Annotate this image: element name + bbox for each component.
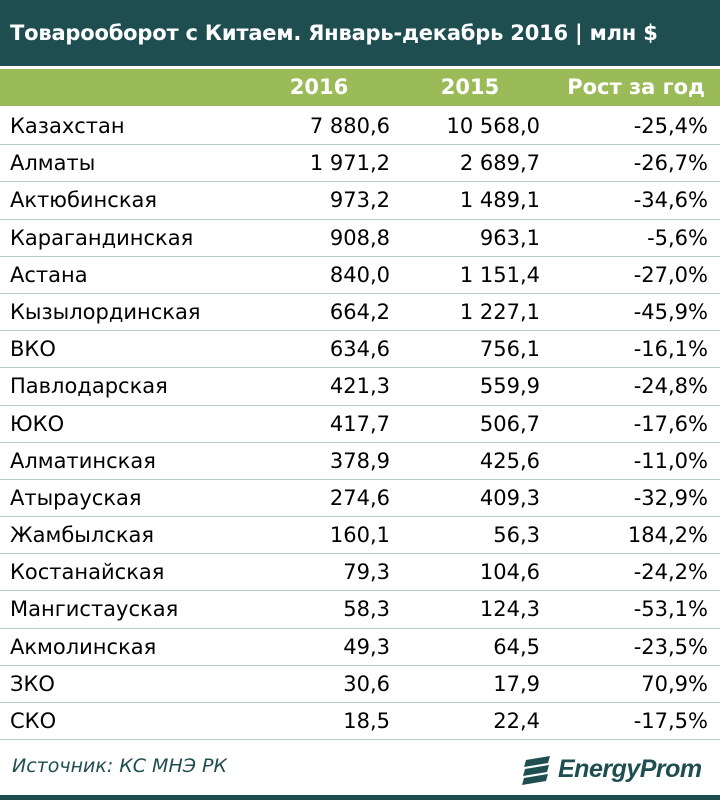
column-header-2016: 2016 <box>289 75 349 99</box>
cell-2015: 22,4 <box>493 709 540 733</box>
table-row: Алматинская 378,9 425,6 -11,0% <box>0 443 720 480</box>
table-row: Карагандинская 908,8 963,1 -5,6% <box>0 220 720 257</box>
cell-2015: 425,6 <box>479 448 540 473</box>
table-row: Атырауская 274,6 409,3 -32,9% <box>0 480 720 518</box>
cell-region: Алматинская <box>10 448 156 473</box>
column-header-row: 2016 2015 Рост за год <box>0 69 720 106</box>
cell-2016: 79,3 <box>343 560 390 585</box>
cell-growth: -25,4% <box>633 114 708 138</box>
table-row: Акмолинская 49,3 64,5 -23,5% <box>0 629 720 666</box>
cell-region: Алматы <box>10 151 96 176</box>
cell-growth: -17,6% <box>633 411 708 436</box>
cell-2016: 1 971,2 <box>309 151 390 176</box>
cell-2015: 2 689,7 <box>459 151 540 176</box>
table-body: Казахстан 7 880,6 10 568,0 -25,4% Алматы 1 97… <box>0 108 720 741</box>
cell-2015: 1 227,1 <box>459 299 540 324</box>
cell-region: Актюбинская <box>10 188 158 213</box>
cell-2016: 30,6 <box>343 671 390 696</box>
cell-growth: -24,8% <box>633 374 708 399</box>
cell-region: Карагандинская <box>10 225 194 250</box>
cell-growth: -32,9% <box>633 485 708 510</box>
cell-region: ЮКО <box>10 411 65 436</box>
table-row: ЗКО 30,6 17,9 70,9% <box>0 666 720 703</box>
source-note: Источник: КС МНЭ РК <box>12 755 227 777</box>
cell-2016: 378,9 <box>329 448 390 473</box>
cell-growth: -16,1% <box>633 337 708 362</box>
bottom-bar <box>0 795 720 800</box>
energyprom-logo: EnergyProm <box>520 749 702 789</box>
cell-2015: 1 489,1 <box>459 188 540 213</box>
cell-2015: 64,5 <box>493 634 540 659</box>
cell-2015: 506,7 <box>479 411 540 436</box>
table-row: Кызылординская 664,2 1 227,1 -45,9% <box>0 294 720 332</box>
cell-2016: 417,7 <box>329 411 390 436</box>
cell-2016: 634,6 <box>329 337 390 362</box>
cell-region: Казахстан <box>10 114 125 138</box>
cell-growth: -27,0% <box>633 262 708 287</box>
cell-2015: 409,3 <box>479 485 540 510</box>
cell-2016: 421,3 <box>329 374 390 399</box>
cell-region: Астана <box>10 262 88 287</box>
table-row: Павлодарская 421,3 559,9 -24,8% <box>0 368 720 406</box>
cell-region: Павлодарская <box>10 374 168 399</box>
cell-growth: -24,2% <box>633 560 708 585</box>
cell-growth: 184,2% <box>627 523 708 548</box>
cell-2015: 56,3 <box>493 523 540 548</box>
cell-growth: -11,0% <box>633 448 708 473</box>
cell-2015: 17,9 <box>493 671 540 696</box>
column-header-growth: Рост за год <box>567 75 705 99</box>
table-row: Жамбылская 160,1 56,3 184,2% <box>0 517 720 555</box>
logo-text: EnergyProm <box>558 754 702 783</box>
cell-2015: 1 151,4 <box>459 262 540 287</box>
table-row: СКО 18,5 22,4 -17,5% <box>0 703 720 741</box>
cell-growth: -23,5% <box>633 634 708 659</box>
cell-region: Атырауская <box>10 485 142 510</box>
cell-region: Жамбылская <box>10 523 155 548</box>
cell-2015: 756,1 <box>479 337 540 362</box>
cell-region: Костанайская <box>10 560 165 585</box>
cell-growth: -45,9% <box>633 299 708 324</box>
cell-region: Мангистауская <box>10 597 179 622</box>
cell-2015: 104,6 <box>479 560 540 585</box>
table-row: ЮКО 417,7 506,7 -17,6% <box>0 406 720 443</box>
cell-growth: -17,5% <box>633 709 708 733</box>
cell-2016: 58,3 <box>343 597 390 622</box>
table-row: Казахстан 7 880,6 10 568,0 -25,4% <box>0 108 720 146</box>
cell-2015: 124,3 <box>479 597 540 622</box>
cell-growth: -53,1% <box>633 597 708 622</box>
cell-growth: -34,6% <box>633 188 708 213</box>
cell-growth: 70,9% <box>641 671 708 696</box>
cell-region: Акмолинская <box>10 634 157 659</box>
cell-2016: 160,1 <box>329 523 390 548</box>
cell-2015: 10 568,0 <box>446 114 540 138</box>
cell-2016: 7 880,6 <box>309 114 390 138</box>
cell-region: ВКО <box>10 337 56 362</box>
column-header-2015: 2015 <box>440 75 500 99</box>
cell-2016: 49,3 <box>343 634 390 659</box>
cell-growth: -26,7% <box>633 151 708 176</box>
table-row: Астана 840,0 1 151,4 -27,0% <box>0 257 720 294</box>
table-row: Костанайская 79,3 104,6 -24,2% <box>0 554 720 592</box>
energyprom-logo-icon <box>522 756 550 785</box>
table-row: Алматы 1 971,2 2 689,7 -26,7% <box>0 145 720 183</box>
cell-growth: -5,6% <box>647 225 708 250</box>
cell-region: ЗКО <box>10 671 55 696</box>
table-title: Товарооборот с Китаем. Январь-декабрь 20… <box>0 0 720 66</box>
table-row: Актюбинская 973,2 1 489,1 -34,6% <box>0 182 720 220</box>
cell-2015: 963,1 <box>479 225 540 250</box>
table-row: ВКО 634,6 756,1 -16,1% <box>0 331 720 369</box>
cell-2016: 908,8 <box>329 225 390 250</box>
cell-2015: 559,9 <box>479 374 540 399</box>
cell-2016: 274,6 <box>329 485 390 510</box>
cell-2016: 664,2 <box>329 299 390 324</box>
cell-region: СКО <box>10 709 57 733</box>
table-row: Мангистауская 58,3 124,3 -53,1% <box>0 591 720 629</box>
cell-2016: 18,5 <box>343 709 390 733</box>
cell-region: Кызылординская <box>10 299 201 324</box>
cell-2016: 973,2 <box>329 188 390 213</box>
cell-2016: 840,0 <box>329 262 390 287</box>
